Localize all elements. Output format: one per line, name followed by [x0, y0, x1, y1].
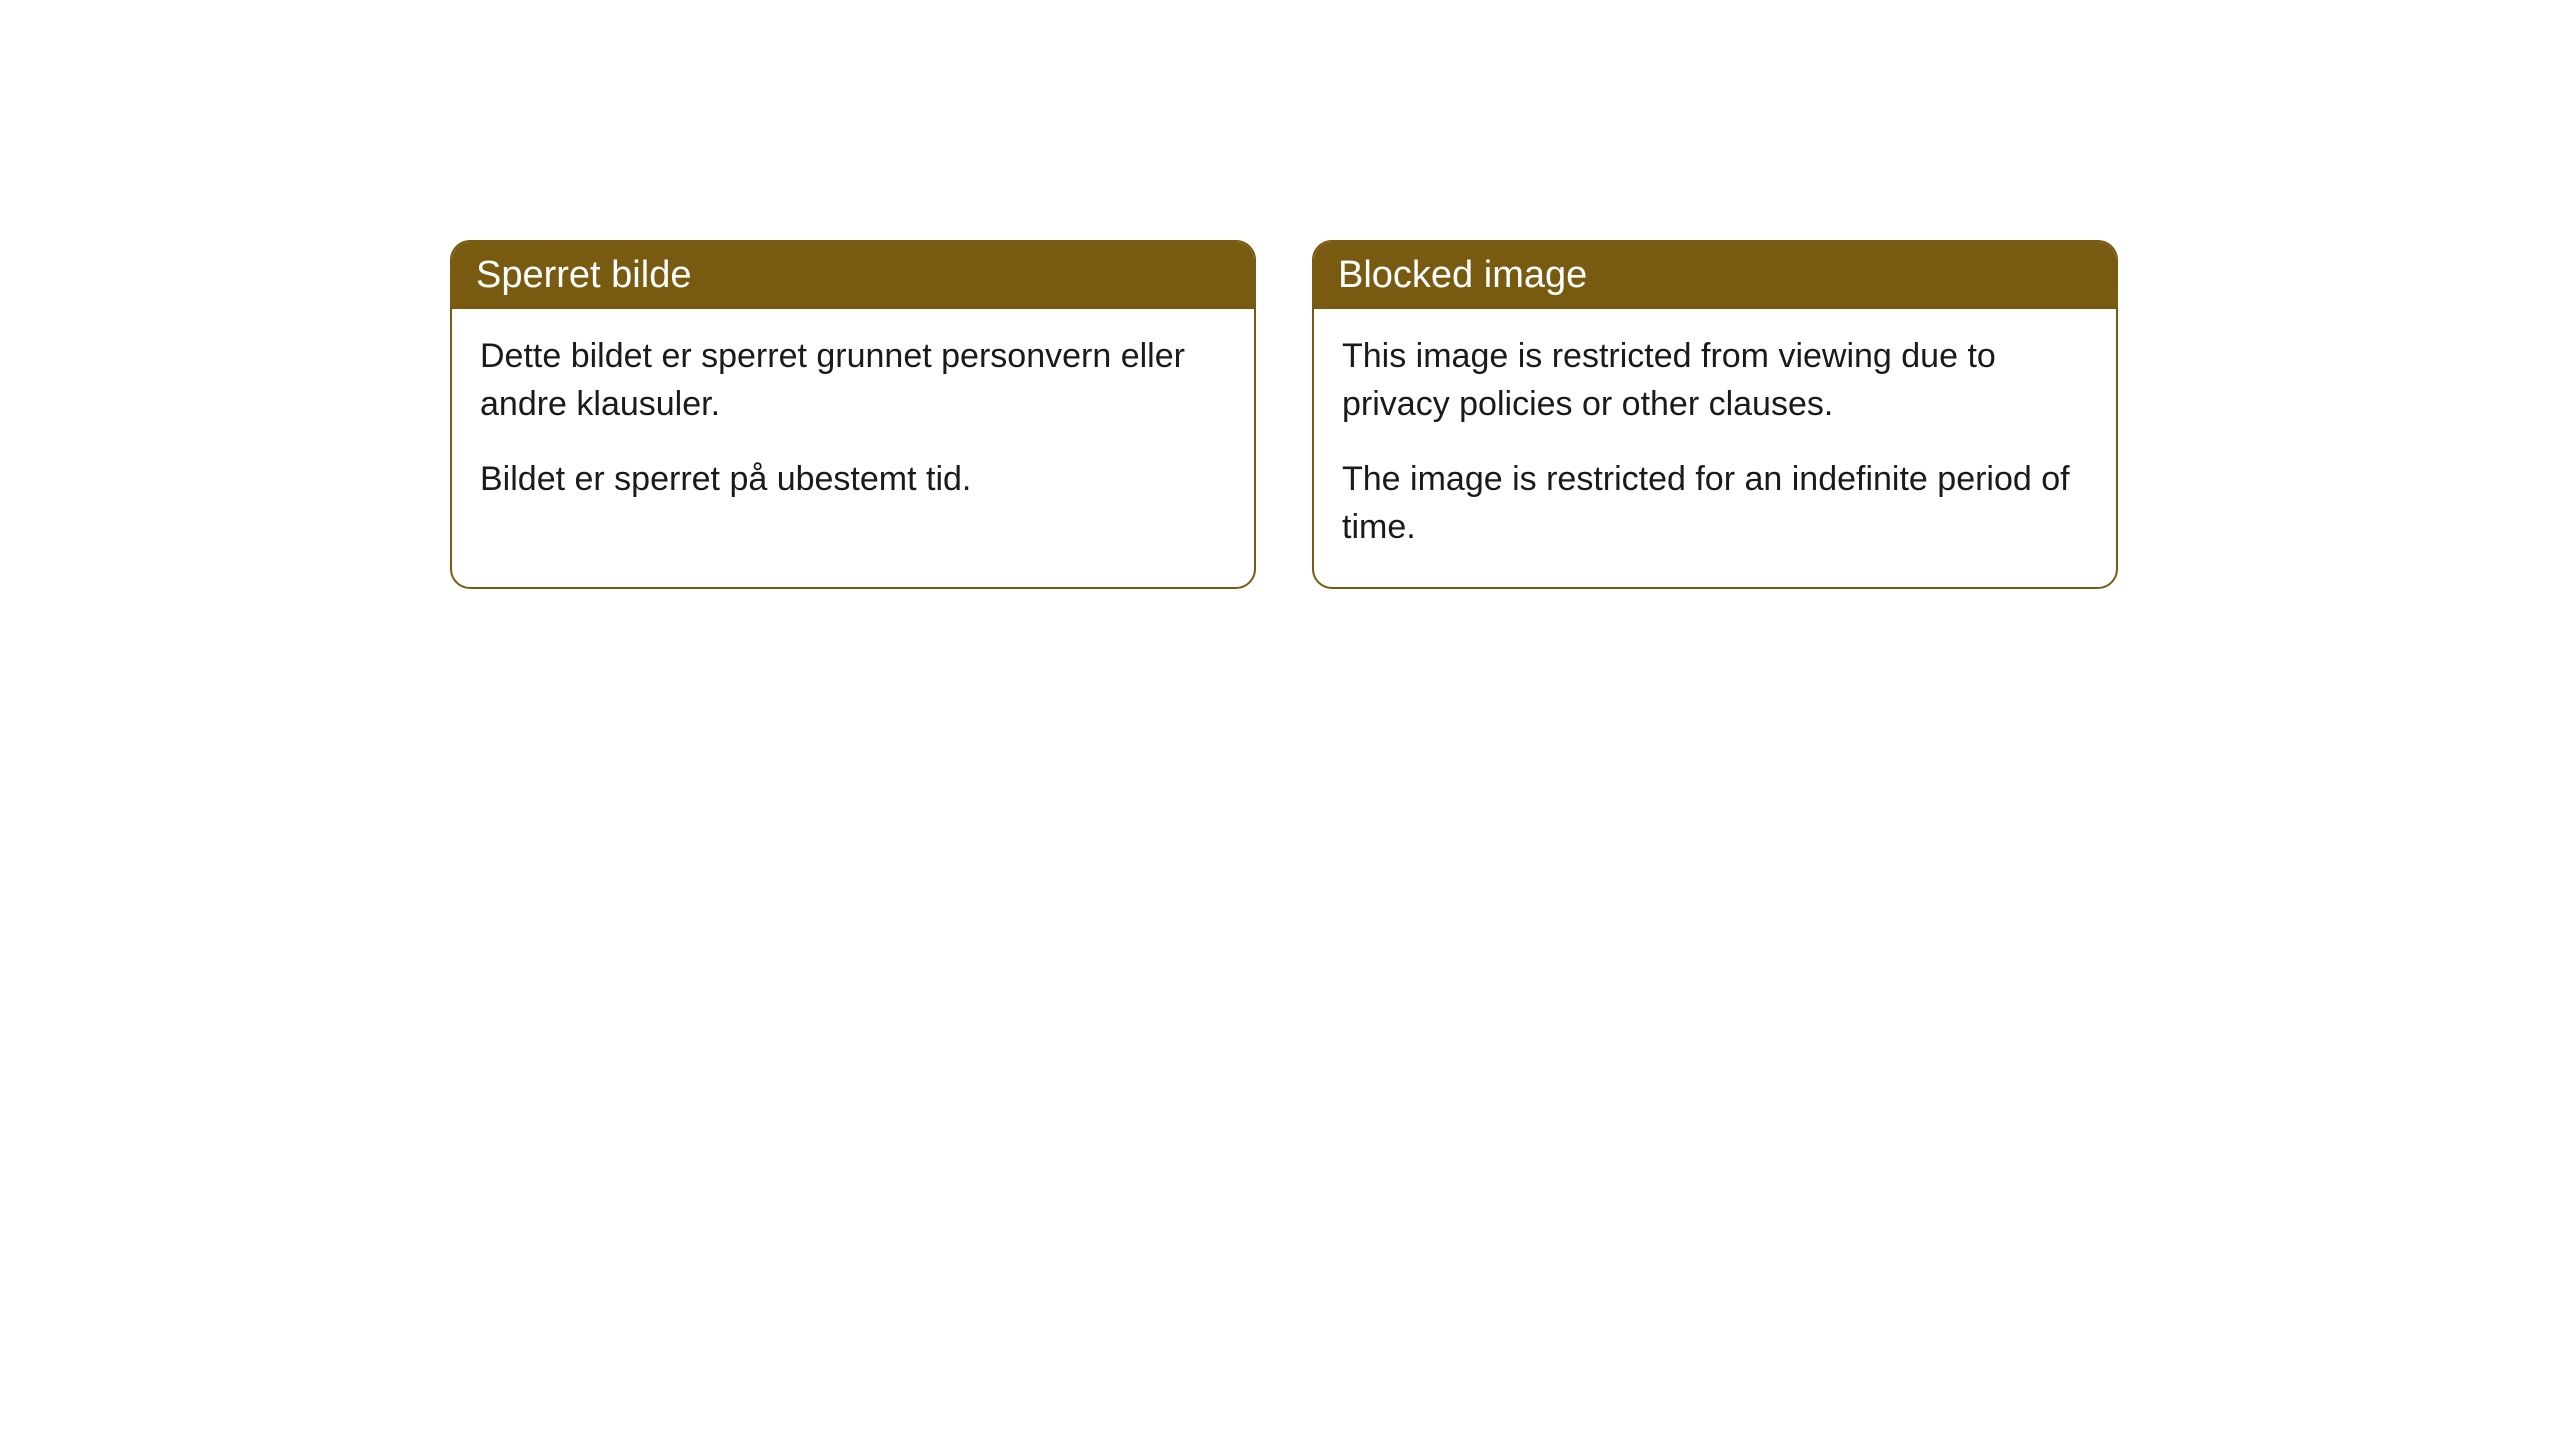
card-paragraph: Dette bildet er sperret grunnet personve…: [480, 333, 1226, 428]
card-title: Sperret bilde: [476, 254, 691, 296]
notice-card-norwegian: Sperret bilde Dette bildet er sperret gr…: [450, 240, 1256, 589]
notice-card-english: Blocked image This image is restricted f…: [1312, 240, 2118, 589]
card-title: Blocked image: [1338, 254, 1587, 296]
card-paragraph: The image is restricted for an indefinit…: [1342, 456, 2088, 551]
card-paragraph: This image is restricted from viewing du…: [1342, 333, 2088, 428]
card-body-norwegian: Dette bildet er sperret grunnet personve…: [452, 309, 1254, 540]
card-header-english: Blocked image: [1314, 242, 2116, 309]
card-body-english: This image is restricted from viewing du…: [1314, 309, 2116, 587]
card-header-norwegian: Sperret bilde: [452, 242, 1254, 309]
notice-cards-container: Sperret bilde Dette bildet er sperret gr…: [450, 240, 2560, 589]
card-paragraph: Bildet er sperret på ubestemt tid.: [480, 456, 1226, 504]
